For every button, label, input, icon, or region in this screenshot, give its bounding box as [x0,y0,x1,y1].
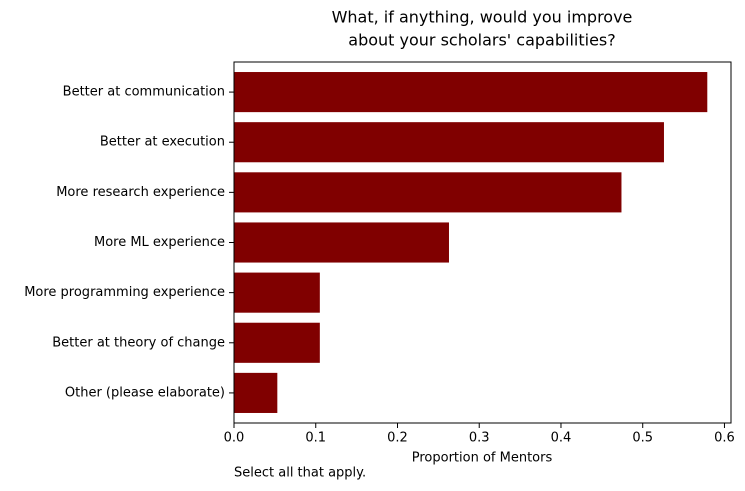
x-tick-label: 0.5 [632,431,653,446]
bar [234,172,622,213]
bar [234,372,278,413]
bar [234,222,449,263]
footnote: Select all that apply. [234,466,366,481]
x-tick-label: 0.1 [305,431,326,446]
y-tick-label: More ML experience [94,235,225,250]
y-tick-label: Better at communication [63,85,225,100]
y-tick-label: More research experience [56,185,225,200]
x-tick-label: 0.6 [714,431,735,446]
plot-frame [233,61,732,424]
bar [234,72,708,113]
chart-title: What, if anything, would you improve [332,8,633,27]
bar [234,272,320,313]
x-tick-label: 0.2 [387,431,408,446]
x-tick-label: 0.4 [551,431,572,446]
bar [234,322,320,363]
y-tick-label: Other (please elaborate) [65,385,225,400]
chart-title: about your scholars' capabilities? [348,31,615,50]
y-tick-label: Better at execution [100,135,225,150]
y-tick-label: Better at theory of change [52,335,225,350]
y-tick-label: More programming experience [24,285,225,300]
bar [234,122,664,163]
x-tick-label: 0.3 [469,431,490,446]
x-axis-label: Proportion of Mentors [412,451,553,466]
x-tick-label: 0.0 [224,431,245,446]
